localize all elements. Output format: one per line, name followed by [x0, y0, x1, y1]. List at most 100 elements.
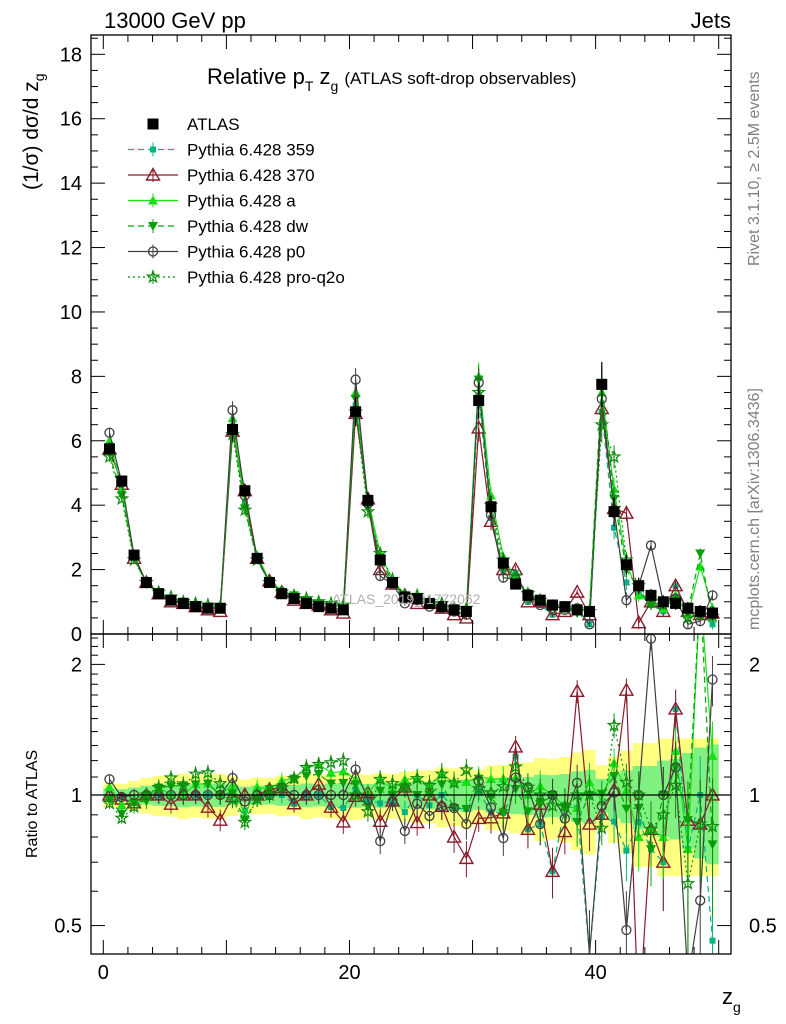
y-tick-label: 0	[71, 624, 82, 646]
ratio-point	[326, 779, 336, 789]
ratio-point	[424, 810, 435, 822]
ratio-point	[338, 778, 349, 788]
atlas-point	[448, 604, 460, 616]
ratio-point	[446, 829, 462, 843]
ratio-point	[114, 810, 130, 825]
ratio-point	[522, 807, 533, 817]
ratio-point	[348, 787, 364, 802]
ratio-point	[200, 799, 216, 813]
ratio-point	[545, 797, 560, 813]
ratio-point	[508, 758, 524, 774]
ratio-y-axis-label: Ratio to ATLAS	[24, 750, 41, 858]
ratio-point	[202, 779, 213, 789]
ratio-point	[340, 804, 347, 811]
atlas-point	[436, 601, 448, 613]
ratio-point	[458, 850, 475, 865]
ratio-point	[436, 801, 447, 812]
ratio-point	[535, 818, 546, 830]
series-point	[645, 540, 657, 551]
atlas-point	[313, 601, 325, 613]
ratio-point	[692, 816, 708, 831]
ratio-point	[707, 750, 718, 760]
y-tick-label: 12	[60, 238, 82, 260]
atlas-point	[485, 501, 497, 513]
series-point	[350, 374, 361, 385]
series-point	[709, 621, 716, 628]
series-point	[606, 449, 622, 464]
ratio-point	[338, 766, 349, 776]
legend-entry-ATLAS: ATLAS	[147, 115, 240, 134]
y-axis-label: (1/σ) dσ/d zg	[20, 73, 47, 190]
atlas-point	[202, 602, 214, 614]
x-tick-label: 20	[338, 962, 360, 984]
atlas-point	[682, 602, 694, 614]
ratio-point	[401, 809, 408, 816]
ratio-point	[507, 739, 524, 753]
series-point	[707, 590, 718, 601]
atlas-point	[337, 604, 349, 616]
ratio-point	[618, 682, 635, 696]
legend-label: Pythia 6.428 a	[187, 192, 296, 211]
series-point	[520, 593, 536, 608]
ratio-point	[163, 796, 179, 810]
ratio-series-359	[106, 689, 716, 954]
series-line-dw	[108, 379, 714, 619]
atlas-point	[288, 593, 300, 605]
atlas-point	[620, 559, 632, 571]
atlas-point	[153, 588, 165, 600]
legend-marker	[150, 146, 156, 153]
ratio-point	[335, 814, 352, 828]
series-point	[569, 584, 585, 598]
atlas-point	[707, 607, 719, 619]
ratio-y-tick-label-right: 1	[749, 785, 760, 807]
legend-entry-a: Pythia 6.428 a	[128, 192, 296, 211]
legend-marker	[147, 118, 159, 130]
series-line-pro-q2o	[108, 392, 713, 619]
ratio-point	[655, 806, 671, 822]
series-line-p0	[108, 379, 714, 626]
ratio-point	[532, 787, 548, 802]
ratio-point	[582, 787, 597, 802]
atlas-point	[325, 602, 337, 614]
ratio-point	[138, 787, 154, 802]
atlas-point	[362, 494, 374, 506]
ratio-point	[116, 800, 127, 810]
ratio-point	[557, 798, 573, 813]
series-point	[498, 572, 509, 583]
atlas-point	[596, 378, 608, 390]
atlas-point	[374, 554, 386, 566]
atlas-point	[583, 605, 595, 617]
atlas-point	[103, 443, 115, 455]
x-axis-label: zg	[722, 984, 741, 1015]
series-point	[508, 568, 524, 583]
ratio-point	[680, 875, 696, 890]
atlas-point	[177, 597, 189, 609]
ratio-point	[237, 814, 253, 829]
ratio-point	[422, 777, 437, 792]
atlas-point	[399, 591, 411, 603]
ratio-point	[104, 774, 115, 785]
y-tick-label: 8	[71, 366, 82, 388]
ratio-point	[412, 798, 423, 809]
atlas-point	[559, 601, 571, 613]
ratio-point	[286, 770, 302, 785]
ratio-point	[682, 816, 693, 826]
atlas-point	[608, 506, 620, 518]
legend-entry-370: Pythia 6.428 370	[128, 166, 315, 185]
ratio-point	[163, 769, 179, 785]
atlas-point	[116, 475, 128, 487]
ratio-point	[104, 781, 115, 791]
ratio-point	[385, 775, 400, 790]
series-point	[680, 610, 696, 625]
ratio-point	[286, 795, 302, 810]
rivet-label: Rivet 3.1.10, ≥ 2.5M events	[746, 71, 763, 266]
ratio-y-tick-label: 2	[71, 654, 82, 676]
ratio-line-dw	[109, 634, 714, 852]
ratio-y-tick-label: 1	[71, 785, 82, 807]
ratio-series	[101, 634, 721, 954]
ratio-point	[461, 818, 472, 830]
series-ATLAS	[103, 361, 719, 620]
ratio-point	[618, 774, 634, 789]
ratio-point	[175, 777, 191, 792]
